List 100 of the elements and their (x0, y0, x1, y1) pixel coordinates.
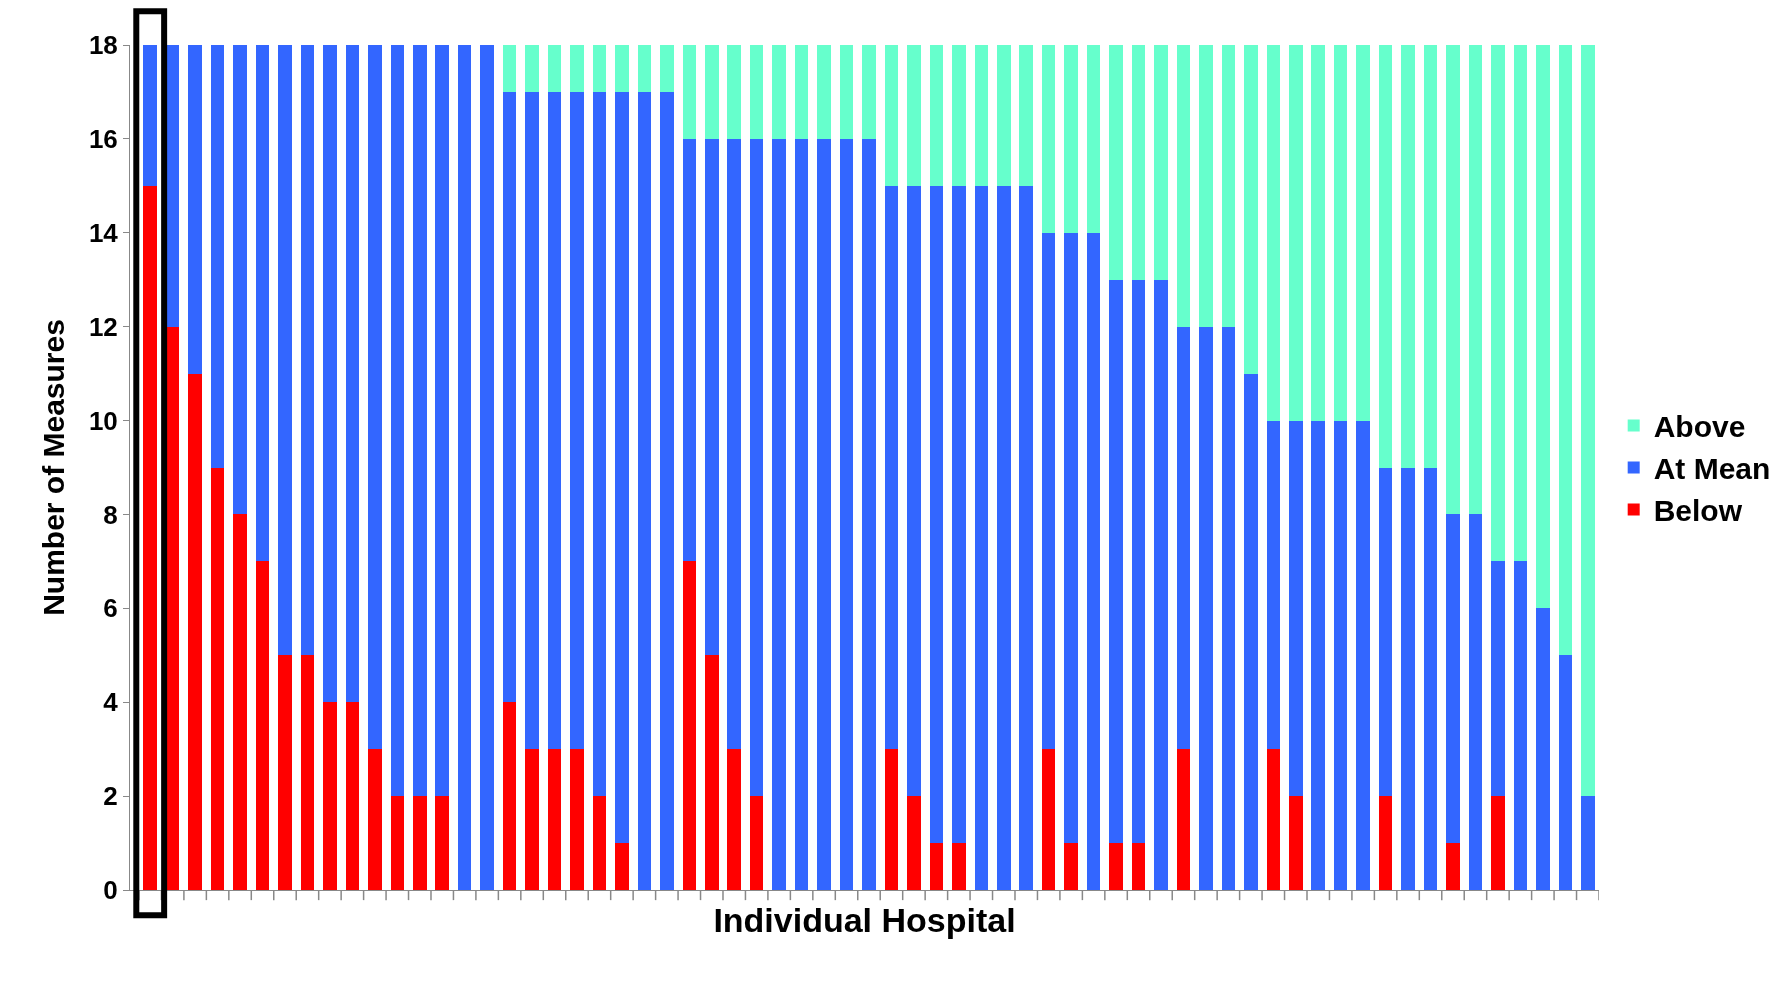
bar (1244, 373, 1258, 890)
bar (502, 45, 517, 92)
bar (997, 45, 1011, 186)
bar (547, 749, 562, 890)
bar (749, 796, 764, 890)
y-tick-label: 4 (103, 687, 119, 718)
bar (1581, 796, 1595, 890)
bar (323, 45, 337, 703)
bar (1491, 796, 1505, 890)
bar (817, 45, 831, 139)
y-tick-label: 14 (88, 217, 119, 248)
bar (1513, 561, 1528, 890)
bar (1401, 467, 1415, 890)
bar (233, 45, 247, 515)
bar (525, 91, 539, 750)
bar (1266, 420, 1281, 750)
bar (1109, 843, 1123, 890)
bar (233, 514, 247, 890)
bar (188, 373, 202, 890)
bar (1064, 232, 1078, 844)
bar (637, 91, 652, 890)
bar (615, 843, 629, 890)
bar (929, 185, 944, 844)
bar (1019, 45, 1033, 186)
bar (502, 702, 517, 890)
bar (1019, 185, 1033, 890)
bar (1109, 279, 1123, 844)
bar (345, 45, 360, 703)
bar (1064, 843, 1078, 890)
legend-label: Above (1653, 410, 1746, 444)
bar (1311, 45, 1325, 421)
bar (1086, 45, 1101, 233)
bar (727, 749, 741, 890)
bar (435, 796, 449, 890)
bar (255, 561, 270, 890)
bar (1356, 45, 1370, 421)
bar (862, 45, 876, 139)
bar (1378, 467, 1393, 797)
bar (1423, 467, 1438, 890)
bar (1333, 420, 1348, 890)
bar (1064, 45, 1078, 233)
bar (570, 749, 584, 890)
bar (1468, 45, 1483, 515)
bar (794, 138, 809, 890)
bar (817, 138, 831, 890)
bar (1423, 45, 1438, 468)
bar (1356, 420, 1370, 890)
bar (1446, 514, 1460, 844)
bar (1176, 45, 1191, 327)
bar (1491, 45, 1505, 562)
bar (345, 702, 360, 890)
bar (480, 45, 494, 890)
bar (1176, 326, 1191, 750)
bar (884, 45, 899, 186)
bar (682, 561, 697, 890)
y-tick-label: 16 (88, 123, 118, 154)
bar (525, 45, 539, 92)
bar (727, 45, 741, 139)
bar (952, 185, 966, 844)
bar (1176, 749, 1191, 890)
bar (1154, 45, 1168, 280)
y-tick-label: 6 (103, 593, 118, 624)
bar (413, 45, 427, 797)
bar (907, 185, 921, 797)
bar (974, 185, 989, 890)
bar (525, 749, 539, 890)
bar (255, 45, 270, 562)
bar (592, 796, 607, 890)
bar (547, 45, 562, 92)
bar (705, 138, 719, 656)
bar (1446, 843, 1460, 890)
bar (1289, 45, 1303, 421)
legend-label: At Mean (1653, 452, 1771, 486)
bar (1154, 279, 1168, 890)
bar (1536, 45, 1550, 609)
bar (637, 45, 652, 92)
bar (1244, 45, 1258, 374)
bar (570, 91, 584, 750)
bar (682, 138, 697, 562)
y-tick-label: 12 (88, 311, 118, 342)
bar (570, 45, 584, 92)
bar (884, 749, 899, 890)
bar (457, 45, 472, 890)
bar (210, 45, 225, 468)
bar (772, 138, 786, 890)
y-tick-label: 18 (88, 30, 118, 61)
bar (862, 138, 876, 890)
bar (1131, 45, 1146, 280)
bar (907, 796, 921, 890)
y-tick-label: 10 (88, 405, 118, 436)
bar (974, 45, 989, 186)
bar (323, 702, 337, 890)
bar (1221, 45, 1236, 327)
bar (1333, 45, 1348, 421)
bar (1199, 326, 1213, 890)
bar (502, 91, 517, 703)
bar (592, 45, 607, 92)
bar (300, 45, 315, 656)
bar (435, 45, 449, 797)
bar (390, 796, 405, 890)
